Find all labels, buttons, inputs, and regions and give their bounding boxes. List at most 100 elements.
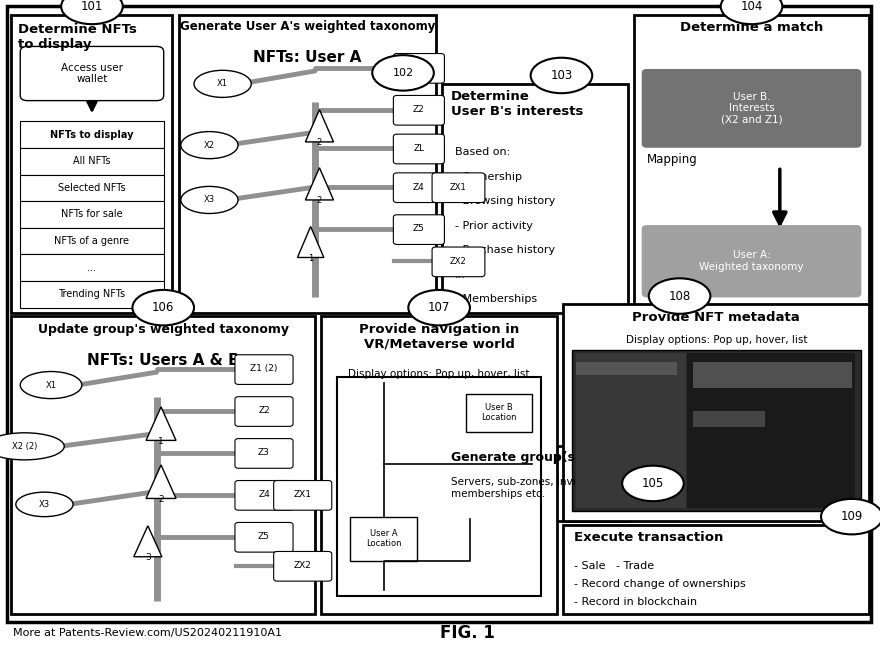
Text: 2: 2: [317, 138, 322, 147]
Text: X1: X1: [217, 79, 228, 88]
Text: Access user
wallet: Access user wallet: [61, 63, 123, 84]
Text: - Ownership: - Ownership: [455, 172, 522, 182]
Text: Generate group(s): Generate group(s): [451, 451, 581, 464]
Text: 106: 106: [152, 301, 174, 314]
Text: 1: 1: [308, 254, 313, 263]
Bar: [442, 446, 628, 521]
Polygon shape: [134, 526, 162, 557]
Text: User A
Location: User A Location: [366, 529, 401, 548]
Text: Z2: Z2: [258, 406, 270, 415]
Text: ZL: ZL: [414, 144, 424, 153]
Text: User B.
Interests
(X2 and Z1): User B. Interests (X2 and Z1): [721, 92, 782, 125]
Bar: [337, 377, 541, 596]
Text: Z2: Z2: [413, 105, 425, 114]
FancyBboxPatch shape: [274, 481, 332, 510]
Ellipse shape: [622, 466, 684, 501]
Text: Determine NFTs
to display: Determine NFTs to display: [18, 23, 137, 50]
FancyBboxPatch shape: [235, 481, 293, 510]
Text: NFTs: User A: NFTs: User A: [253, 50, 362, 65]
Text: ZX2: ZX2: [450, 257, 467, 266]
Bar: [20, 228, 164, 254]
Text: Update group's weighted taxonomy: Update group's weighted taxonomy: [38, 322, 289, 335]
FancyBboxPatch shape: [393, 173, 444, 203]
Bar: [563, 304, 869, 521]
Text: Mapping: Mapping: [647, 154, 698, 166]
Ellipse shape: [132, 290, 194, 325]
Text: X2: X2: [204, 141, 215, 150]
Text: Servers, sub-zones, invited places,
memberships etc.: Servers, sub-zones, invited places, memb…: [451, 477, 633, 499]
Bar: [350, 517, 417, 561]
FancyBboxPatch shape: [642, 226, 861, 297]
Text: - Record in blockchain: - Record in blockchain: [574, 597, 697, 607]
Bar: [576, 362, 678, 375]
Text: Determine
User B's interests: Determine User B's interests: [451, 90, 583, 118]
Text: - Memberships: - Memberships: [455, 294, 537, 304]
Text: Z4: Z4: [258, 490, 270, 499]
Bar: [20, 175, 164, 201]
Text: 102: 102: [392, 68, 414, 78]
Text: ZX1: ZX1: [450, 183, 467, 192]
Text: ZX1: ZX1: [294, 490, 312, 499]
Text: - Record change of ownerships: - Record change of ownerships: [574, 579, 745, 589]
Bar: [572, 350, 861, 511]
FancyBboxPatch shape: [393, 215, 444, 244]
Ellipse shape: [408, 290, 470, 325]
Ellipse shape: [649, 278, 710, 313]
Ellipse shape: [821, 499, 880, 534]
Ellipse shape: [181, 186, 238, 213]
Text: X3: X3: [39, 500, 50, 509]
Bar: [563, 525, 869, 614]
Text: User A:
Weighted taxonomy: User A: Weighted taxonomy: [700, 250, 803, 272]
Bar: [576, 353, 686, 508]
Bar: [693, 362, 852, 388]
Text: ZX2: ZX2: [294, 561, 312, 570]
Text: X2 (2): X2 (2): [12, 442, 37, 451]
Text: Z1 (2): Z1 (2): [250, 364, 278, 373]
Text: 104: 104: [740, 0, 763, 13]
Text: All NFTs: All NFTs: [73, 156, 111, 166]
Bar: [20, 281, 164, 308]
Text: Z5: Z5: [413, 224, 425, 233]
Text: Generate User A's weighted taxonomy: Generate User A's weighted taxonomy: [180, 20, 436, 33]
Text: - Prior activity: - Prior activity: [455, 221, 532, 231]
Text: 1: 1: [158, 437, 164, 446]
Text: 101: 101: [81, 0, 103, 13]
Text: 3: 3: [145, 553, 150, 562]
Text: 2: 2: [158, 495, 164, 504]
Text: Z5: Z5: [258, 532, 270, 541]
Text: Display options: Pop up, hover, list: Display options: Pop up, hover, list: [626, 335, 807, 346]
Polygon shape: [146, 407, 176, 441]
Text: User B
Location: User B Location: [481, 403, 517, 422]
Text: X1: X1: [46, 381, 56, 390]
Polygon shape: [297, 226, 324, 257]
Polygon shape: [305, 110, 334, 142]
Text: 105: 105: [642, 477, 664, 490]
FancyBboxPatch shape: [235, 397, 293, 426]
Text: NFTs of a genre: NFTs of a genre: [55, 236, 129, 246]
FancyBboxPatch shape: [393, 54, 444, 83]
Ellipse shape: [721, 0, 782, 24]
Text: 2: 2: [317, 196, 322, 205]
Bar: [11, 15, 172, 313]
FancyBboxPatch shape: [393, 134, 444, 164]
Ellipse shape: [181, 132, 238, 159]
Text: Z1: Z1: [413, 63, 425, 72]
Bar: [634, 15, 869, 313]
Bar: [20, 148, 164, 175]
Bar: [11, 316, 315, 614]
Text: Provide navigation in
VR/Metaverse world: Provide navigation in VR/Metaverse world: [359, 322, 519, 350]
Text: FIG. 1: FIG. 1: [440, 624, 495, 642]
Bar: [442, 84, 628, 313]
Text: Selected NFTs: Selected NFTs: [58, 183, 126, 193]
Ellipse shape: [372, 55, 434, 90]
Bar: [687, 353, 854, 508]
Ellipse shape: [20, 372, 82, 399]
Bar: [179, 15, 436, 313]
Bar: [20, 254, 164, 281]
Text: NFTs to display: NFTs to display: [50, 130, 134, 139]
Text: Display options: Pop up, hover, list: Display options: Pop up, hover, list: [348, 369, 530, 379]
FancyBboxPatch shape: [432, 173, 485, 203]
Ellipse shape: [61, 0, 123, 24]
Text: 107: 107: [428, 301, 451, 314]
Text: Determine a match: Determine a match: [680, 21, 823, 34]
